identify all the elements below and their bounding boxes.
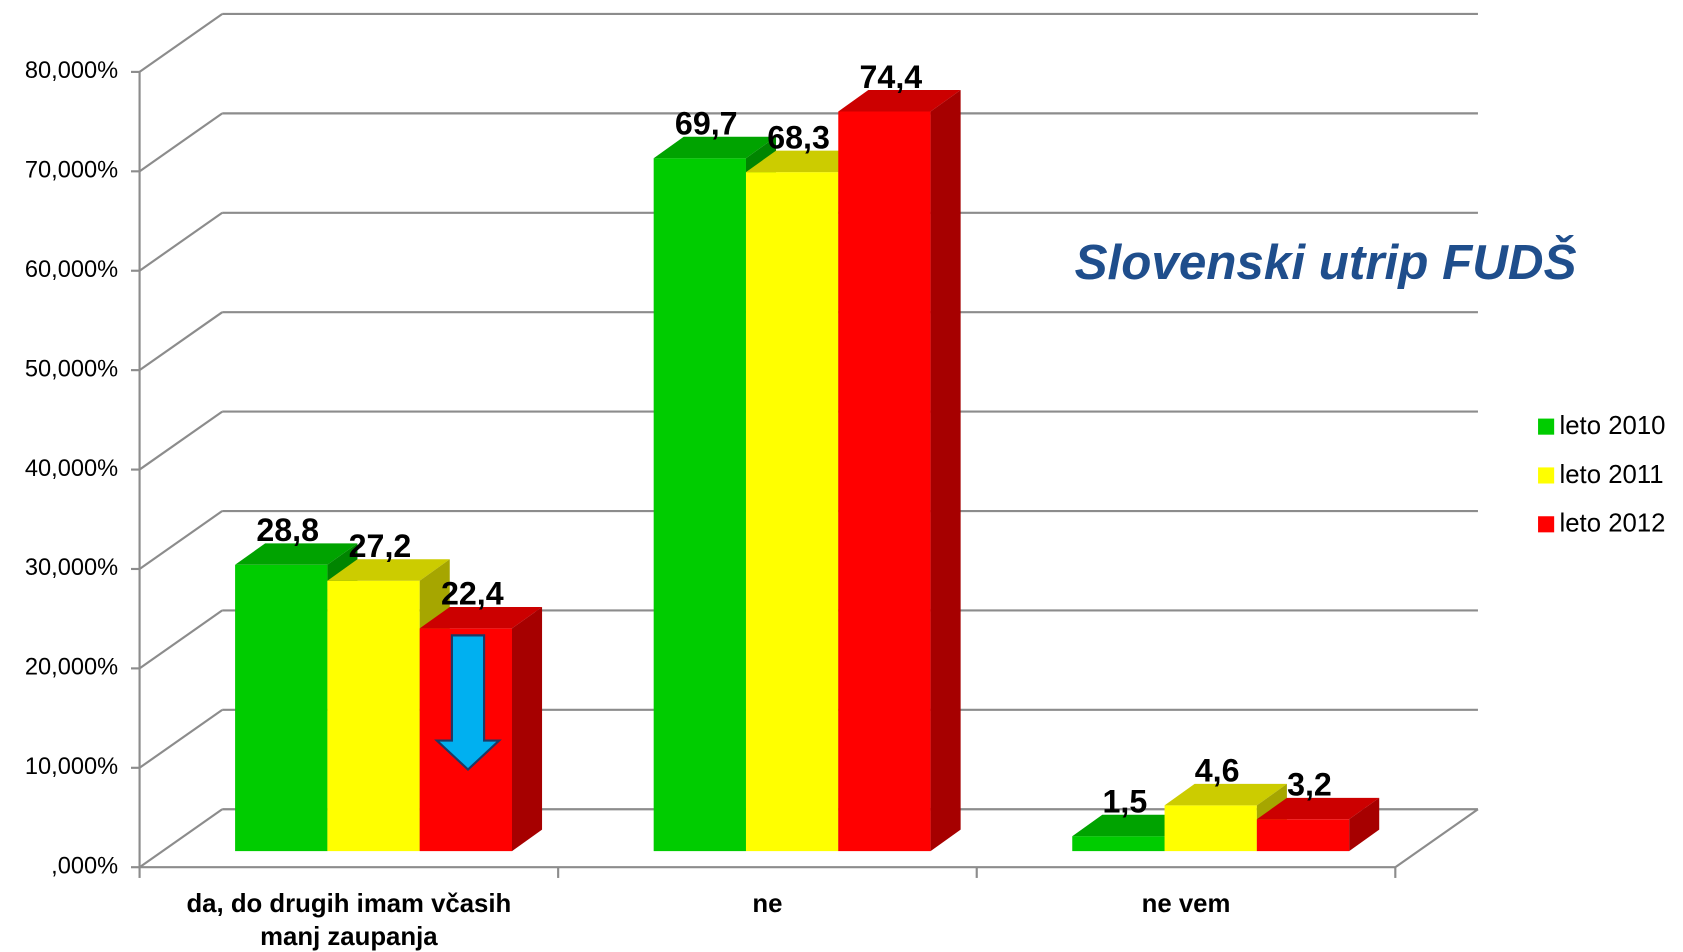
- y-tick-label: 50,000%: [25, 356, 118, 382]
- value-label: 3,2: [1287, 767, 1332, 803]
- bar-front: [653, 158, 746, 852]
- y-tick-label: 30,000%: [25, 555, 118, 581]
- y-tick-label: 20,000%: [25, 655, 118, 681]
- y-tick-label: ,000%: [51, 853, 118, 879]
- grid-line-side: [138, 808, 223, 869]
- value-label: 74,4: [860, 59, 923, 95]
- grid-line-side: [138, 311, 223, 372]
- bar-side: [1349, 797, 1380, 852]
- x-tick-label: da, do drugih imam včasih manj zaupanja: [186, 890, 511, 951]
- value-label: 4,6: [1195, 753, 1240, 789]
- legend-label: leto 2010: [1560, 412, 1666, 440]
- grid-line-side: [138, 609, 223, 670]
- grid-line-side: [138, 708, 223, 769]
- y-tick-label: 80,000%: [25, 58, 118, 84]
- grid-line-side: [138, 112, 223, 173]
- bar-front: [1072, 836, 1165, 852]
- bar-front: [1256, 819, 1350, 852]
- x-tick-label: ne: [752, 890, 782, 918]
- bar-front: [235, 564, 328, 852]
- grid-line-side: [138, 510, 223, 570]
- bar-top: [327, 559, 450, 581]
- legend-label: leto 2011: [1560, 461, 1664, 489]
- bar-front: [745, 172, 839, 852]
- bar-front: [1164, 805, 1257, 852]
- bar-side: [512, 606, 543, 852]
- bar-top: [419, 606, 543, 629]
- legend-swatch: [1538, 418, 1555, 435]
- y-tick-label: 60,000%: [25, 257, 118, 283]
- value-label: 68,3: [767, 119, 830, 155]
- down-arrow: [434, 634, 502, 772]
- bar-top: [1164, 783, 1287, 806]
- bar-front: [327, 580, 420, 852]
- y-tick-label: 40,000%: [25, 456, 118, 482]
- grid-line-side: [138, 410, 223, 471]
- watermark: Slovenski utrip FUDŠ: [1075, 233, 1577, 290]
- grid: ,000% 10,000% 20,000% 30,000% 40,000% 50,000%…: [25, 12, 1666, 951]
- legend-label: leto 2012: [1560, 510, 1666, 538]
- grid-line-side: [138, 211, 223, 272]
- y-tick-label: 70,000%: [25, 158, 118, 184]
- grid-line-side: [138, 13, 223, 73]
- bar-top: [745, 150, 869, 173]
- bar-front: [838, 111, 931, 852]
- bar-top: [1072, 814, 1195, 837]
- bar-top: [235, 543, 358, 565]
- bar-top: [653, 136, 777, 159]
- bar-side: [930, 90, 961, 852]
- value-label: 69,7: [675, 106, 738, 142]
- legend-swatch: [1538, 516, 1555, 533]
- x-tick-label: ne vem: [1142, 890, 1231, 918]
- value-label: 28,8: [256, 512, 319, 548]
- bar-top: [1256, 797, 1380, 820]
- bars: 28,8 27,2 22,4 69,7 68,3 74,4 1,5 4,6 3,2: [235, 59, 1380, 852]
- y-tick-label: 10,000%: [25, 754, 118, 780]
- legend-swatch: [1538, 467, 1555, 484]
- value-label: 27,2: [349, 528, 412, 564]
- value-label: 22,4: [441, 576, 504, 612]
- value-label: 1,5: [1102, 784, 1147, 820]
- bar-top: [838, 90, 961, 112]
